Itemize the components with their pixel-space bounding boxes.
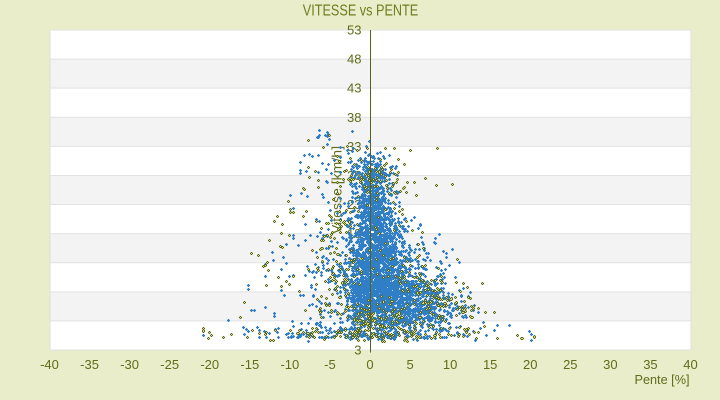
svg-text:3: 3 (354, 343, 361, 358)
svg-text:20: 20 (523, 357, 537, 372)
svg-text:-5: -5 (324, 357, 336, 372)
svg-text:-40: -40 (40, 357, 59, 372)
svg-text:23: 23 (347, 197, 361, 212)
svg-text:-35: -35 (80, 357, 99, 372)
svg-text:38: 38 (347, 110, 361, 125)
svg-text:35: 35 (643, 357, 657, 372)
svg-text:33: 33 (347, 139, 361, 154)
svg-text:VITESSE vs PENTE: VITESSE vs PENTE (303, 3, 419, 20)
svg-text:5: 5 (406, 357, 413, 372)
svg-text:43: 43 (347, 81, 361, 96)
svg-text:25: 25 (563, 357, 577, 372)
svg-text:15: 15 (483, 357, 497, 372)
svg-text:30: 30 (603, 357, 617, 372)
svg-text:40: 40 (683, 357, 697, 372)
svg-text:-10: -10 (280, 357, 299, 372)
svg-text:-25: -25 (160, 357, 179, 372)
svg-text:10: 10 (443, 357, 457, 372)
svg-text:Pente [%]: Pente [%] (634, 373, 689, 387)
svg-text:-20: -20 (200, 357, 219, 372)
svg-text:-15: -15 (240, 357, 259, 372)
svg-text:-30: -30 (120, 357, 139, 372)
svg-text:0: 0 (366, 357, 373, 372)
svg-text:48: 48 (347, 52, 361, 67)
svg-text:53: 53 (347, 23, 361, 38)
